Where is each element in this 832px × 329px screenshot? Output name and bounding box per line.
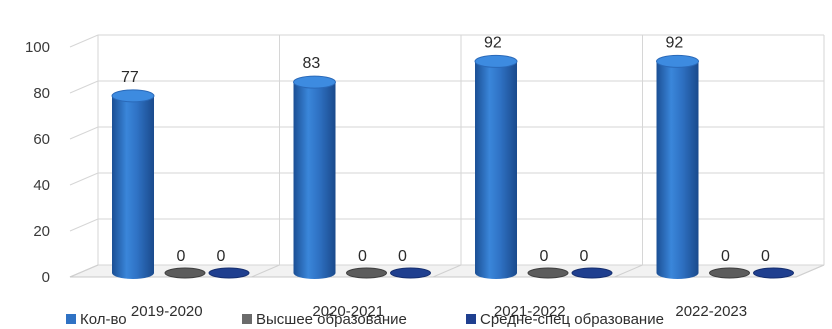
legend: Кол-во Высшее образование Средне-спец обра… (66, 311, 664, 328)
bar-kol-vo (656, 61, 699, 279)
y-axis: 0 20 40 60 80 100 (25, 39, 50, 286)
floor-divider (432, 264, 462, 278)
data-label: 0 (398, 248, 407, 265)
bar-top-cap (656, 54, 700, 68)
y-tick-label: 60 (33, 131, 50, 148)
bar-vysshee-obrazovanie (527, 267, 569, 279)
data-label: 0 (580, 248, 589, 265)
data-label: 0 (540, 248, 549, 265)
x-tick-label: 2019-2020 (131, 303, 203, 320)
legend-label: Кол-во (80, 311, 127, 328)
gridline-side (69, 80, 99, 94)
bar-vysshee-obrazovanie (346, 267, 388, 279)
bar-kol-vo (293, 82, 336, 279)
bar-vysshee-obrazovanie (709, 267, 751, 279)
floor-divider (614, 264, 643, 278)
gridline-side (69, 218, 99, 232)
floor-divider (795, 264, 825, 278)
bar-sredne-spec-obrazovanie (753, 267, 795, 279)
y-tick-label: 80 (33, 85, 50, 102)
legend-label: Высшее образование (256, 311, 407, 328)
x-tick-label: 2022-2023 (675, 303, 747, 320)
legend-swatch (66, 314, 76, 324)
bar-kol-vo (112, 95, 155, 280)
data-label: 77 (121, 69, 139, 86)
x-tick-label: 2020-2021 (312, 303, 384, 320)
y-tick-label: 0 (42, 269, 50, 286)
bar-vysshee-obrazovanie (164, 267, 206, 279)
bar-top-cap (111, 89, 155, 103)
bar-sredne-spec-obrazovanie (390, 267, 432, 279)
gridline-side (69, 172, 99, 186)
legend-label: Средне-спец образование (480, 311, 664, 328)
legend-swatch (466, 314, 476, 324)
data-label: 0 (217, 248, 226, 265)
data-label: 0 (761, 248, 770, 265)
gridline-side (69, 126, 99, 140)
data-label: 92 (484, 34, 502, 51)
bar-top-cap (293, 75, 337, 89)
gridlines (69, 34, 825, 278)
data-label: 83 (303, 55, 321, 72)
floor-divider (69, 264, 99, 278)
data-label: 0 (358, 248, 367, 265)
x-axis: 2019-2020 2020-2021 2021-2022 2022-2023 (131, 303, 747, 320)
floor-divider (251, 264, 280, 278)
gridline-side (69, 34, 99, 48)
bar-sredne-spec-obrazovanie (571, 267, 613, 279)
x-tick-label: 2021-2022 (494, 303, 566, 320)
data-labels: 77 0 0 83 0 0 92 0 0 92 0 0 (121, 34, 770, 265)
legend-swatch (242, 314, 252, 324)
bars (111, 54, 795, 280)
bar-sredne-spec-obrazovanie (208, 267, 250, 279)
y-tick-label: 40 (33, 177, 50, 194)
data-label: 0 (177, 248, 186, 265)
bar-top-cap (474, 54, 518, 68)
data-label: 92 (666, 34, 684, 51)
bar-kol-vo (475, 61, 518, 280)
y-tick-label: 20 (33, 223, 50, 240)
y-tick-label: 100 (25, 39, 50, 56)
data-label: 0 (721, 248, 730, 265)
